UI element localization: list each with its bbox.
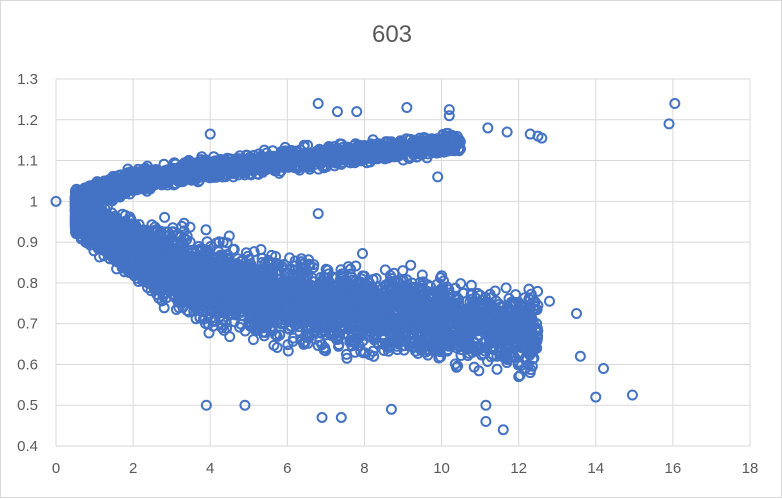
x-tick-label: 18: [742, 460, 759, 477]
x-tick-label: 12: [510, 460, 527, 477]
y-tick-label: 0.5: [17, 397, 38, 414]
x-tick-label: 0: [52, 460, 60, 477]
y-tick-label: 0.7: [17, 316, 38, 333]
series-markers: [52, 99, 680, 434]
y-tick-label: 0.9: [17, 234, 38, 251]
y-tick-label: 0.4: [17, 438, 38, 455]
x-tick-label: 10: [433, 460, 450, 477]
y-tick-label: 0.8: [17, 275, 38, 292]
data-point: [381, 265, 390, 274]
data-point: [160, 213, 169, 222]
y-tick-label: 1.2: [17, 112, 38, 129]
y-tick-label: 0.6: [17, 356, 38, 373]
x-tick-label: 6: [283, 460, 291, 477]
y-tick-label: 1.1: [17, 153, 38, 170]
data-point: [249, 335, 258, 344]
y-tick-label: 1: [30, 193, 38, 210]
x-tick-label: 16: [665, 460, 682, 477]
x-tick-label: 14: [587, 460, 604, 477]
x-tick-label: 4: [206, 460, 214, 477]
x-tick-label: 8: [360, 460, 368, 477]
x-tick-label: 2: [129, 460, 137, 477]
y-tick-label: 1.3: [17, 71, 38, 88]
data-point: [358, 249, 367, 258]
